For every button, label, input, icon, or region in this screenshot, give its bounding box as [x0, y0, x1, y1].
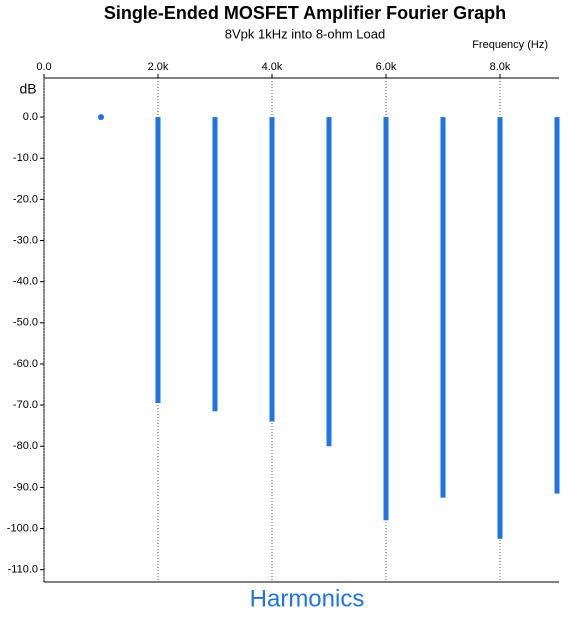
x-tick-label: 4.0k: [262, 61, 283, 73]
y-tick-label: -70.0: [13, 399, 38, 411]
footer-label: Harmonics: [250, 585, 365, 612]
harmonic-dot: [98, 114, 104, 121]
harmonic-bar: [269, 117, 275, 422]
y-tick-label: -20.0: [13, 193, 38, 205]
x-tick-label: 2.0k: [148, 61, 169, 73]
harmonic-bar: [440, 117, 446, 498]
x-tick-label: 0.0: [36, 61, 51, 73]
y-tick-label: -40.0: [13, 276, 38, 288]
harmonic-bar: [155, 117, 161, 404]
y-tick-label: -50.0: [13, 317, 38, 329]
y-tick-label: -60.0: [13, 358, 38, 370]
harmonic-bar: [554, 117, 560, 494]
y-tick-label: 0.0: [23, 111, 38, 123]
y-tick-label: -80.0: [13, 440, 38, 452]
y-tick-label: -110.0: [8, 564, 38, 576]
x-tick-label: 6.0k: [376, 61, 397, 73]
chart-title: Single-Ended MOSFET Amplifier Fourier Gr…: [104, 3, 506, 23]
y-tick-label: -90.0: [13, 481, 38, 493]
y-tick-label: -100.0: [7, 522, 38, 534]
y-axis-label: dB: [19, 81, 36, 97]
harmonic-bar: [212, 117, 218, 412]
harmonic-bar: [326, 117, 332, 447]
harmonic-bar: [383, 117, 389, 521]
y-tick-label: -30.0: [13, 234, 38, 246]
x-tick-label: 8.0k: [490, 61, 511, 73]
chart-subtitle: 8Vpk 1kHz into 8-ohm Load: [225, 26, 385, 41]
y-tick-label: -10.0: [13, 152, 38, 164]
harmonic-bar: [497, 117, 503, 539]
x-axis-label: Frequency (Hz): [472, 39, 548, 51]
